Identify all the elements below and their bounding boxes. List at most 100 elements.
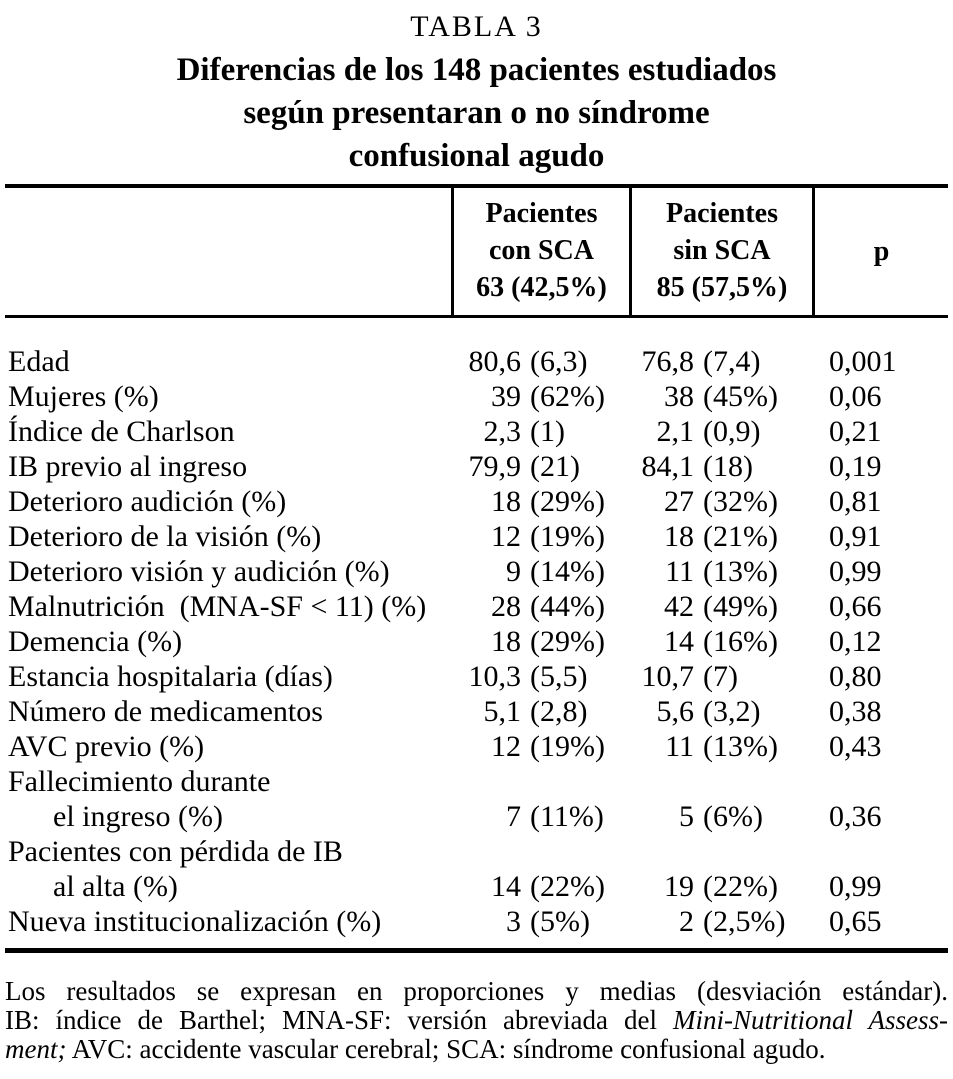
table-body: Edad 80,6 (6,3) 76,8 (7,4) 0,001 Mujeres (%) 39…: [5, 318, 948, 953]
value-con-sca-number: 10,3: [468, 660, 522, 693]
value-con-sca-paren: (5%): [530, 905, 590, 938]
table-row: Mujeres (%) 39 (62%) 38 (45%) 0,06: [5, 379, 948, 414]
value-p: 0,66: [829, 590, 882, 623]
header-cell-sin-sca: Pacientes sin SCA 85 (57,5%): [629, 188, 812, 315]
value-p: [813, 834, 948, 869]
value-sin-sca-paren: (7,4): [703, 345, 761, 378]
value-p: 0,80: [829, 660, 882, 693]
value-con-sca-number: 9: [506, 555, 521, 588]
table-title-line: según presentaran o no síndrome: [243, 95, 710, 131]
footnote-line: ment; AVC: accidente vascular cerebral; …: [5, 1035, 948, 1064]
value-con-sca-paren: [521, 834, 630, 869]
value-sin-sca-number: 11: [665, 555, 694, 588]
row-label: Nueva institucionalización (%): [8, 905, 382, 938]
value-p: 0,99: [829, 870, 882, 903]
header-cell-empty: [5, 188, 451, 315]
row-label: AVC previo (%): [8, 730, 205, 763]
value-p: 0,43: [829, 730, 882, 763]
header-line: Pacientes: [485, 198, 598, 229]
value-sin-sca-paren: (49%): [703, 590, 778, 623]
table-row: Deterioro visión y audición (%) 9 (14%) 11 (…: [5, 554, 948, 589]
value-sin-sca-number: 10,7: [641, 660, 695, 693]
value-sin-sca-number: 42: [664, 590, 694, 623]
table-row: AVC previo (%) 12 (19%) 11 (13%) 0,43: [5, 729, 948, 764]
row-label: Deterioro visión y audición (%): [8, 555, 390, 588]
table-header: Pacientes con SCA 63 (42,5%) Pacientes sin …: [5, 184, 948, 318]
value-p: 0,99: [829, 555, 882, 588]
table-row: Demencia (%) 18 (29%) 14 (16%) 0,12: [5, 624, 948, 659]
value-con-sca-number: 39: [491, 380, 521, 413]
table-row: Malnutrición (MNA-SF < 11) (%) 28 (44%) 42 (…: [5, 589, 948, 624]
value-sin-sca-number: [630, 834, 694, 869]
footnote-line: IB: índice de Barthel; MNA-SF: versión a…: [5, 1006, 948, 1035]
row-label: Índice de Charlson: [8, 415, 235, 448]
header-line: sin SCA: [673, 235, 771, 266]
value-p: 0,12: [829, 625, 882, 658]
row-label: Número de medicamentos: [8, 695, 323, 728]
header-line: 85 (57,5%): [656, 272, 788, 303]
value-con-sca-number: 5,1: [483, 695, 522, 728]
value-p: 0,38: [829, 695, 882, 728]
value-sin-sca-number: 2: [679, 905, 694, 938]
value-con-sca-number: 14: [491, 870, 521, 903]
value-con-sca-paren: (1): [530, 415, 565, 448]
header-line: con SCA: [488, 235, 594, 266]
table-row: Deterioro de la visión (%) 12 (19%) 18 (21%)…: [5, 519, 948, 554]
header-cell-con-sca: Pacientes con SCA 63 (42,5%): [451, 188, 629, 315]
value-sin-sca-paren: (6%): [703, 800, 763, 833]
table-title: Diferencias de los 148 pacientes estudia…: [5, 49, 948, 178]
row-label: Demencia (%): [8, 625, 183, 658]
row-label: Deterioro audición (%): [8, 485, 287, 518]
value-p: 0,91: [829, 520, 882, 553]
value-p: 0,81: [829, 485, 882, 518]
row-label: Edad: [8, 345, 70, 378]
value-p: [813, 764, 948, 799]
value-p: 0,65: [829, 905, 882, 938]
value-con-sca-paren: (62%): [530, 380, 605, 413]
value-sin-sca-number: 19: [664, 870, 694, 903]
value-con-sca-number: 3: [506, 905, 521, 938]
footnote-line: Los resultados se expresan en proporcion…: [5, 977, 948, 1006]
value-con-sca-paren: (29%): [530, 485, 605, 518]
value-sin-sca-number: 14: [664, 625, 694, 658]
table-row: Estancia hospitalaria (días) 10,3 (5,5) 10,…: [5, 659, 948, 694]
footnote-text-italic: ment;: [5, 1034, 67, 1064]
value-sin-sca-paren: (2,5%): [703, 905, 786, 938]
value-con-sca-paren: (29%): [530, 625, 605, 658]
table-title-line: confusional agudo: [348, 138, 605, 174]
value-sin-sca-number: 27: [664, 485, 694, 518]
header-cell-p: p: [812, 188, 948, 315]
value-sin-sca-paren: (18): [703, 450, 753, 483]
table-row: Deterioro audición (%) 18 (29%) 27 (32%) 0,81: [5, 484, 948, 519]
value-sin-sca-paren: (45%): [703, 380, 778, 413]
value-sin-sca-paren: (7): [703, 660, 738, 693]
header-line: Pacientes: [666, 198, 778, 229]
value-sin-sca-paren: (13%): [703, 555, 778, 588]
value-con-sca-paren: (19%): [530, 730, 605, 763]
value-sin-sca-paren: (3,2): [703, 695, 761, 728]
value-con-sca-paren: [521, 764, 630, 799]
value-con-sca-number: [451, 834, 521, 869]
table-row: el ingreso (%) 7 (11%) 5 (6%) 0,36: [5, 799, 948, 834]
value-con-sca-number: [451, 764, 521, 799]
value-sin-sca-number: 38: [664, 380, 694, 413]
footnote: Los resultados se expresan en proporcion…: [5, 977, 948, 1064]
value-sin-sca-number: 76,8: [641, 345, 695, 378]
row-label: Fallecimiento durante: [8, 765, 271, 798]
row-label: Malnutrición (MNA-SF < 11) (%): [8, 590, 427, 623]
value-sin-sca-number: 11: [665, 730, 694, 763]
table-row: Pacientes con pérdida de IB: [5, 834, 948, 869]
value-sin-sca-number: [630, 764, 694, 799]
table-row: Fallecimiento durante: [5, 764, 948, 799]
value-p: 0,19: [829, 450, 882, 483]
value-con-sca-number: 18: [491, 485, 521, 518]
row-label: al alta (%): [53, 870, 178, 903]
value-sin-sca-paren: (21%): [703, 520, 778, 553]
value-con-sca-paren: (21): [530, 450, 580, 483]
row-label: Estancia hospitalaria (días): [8, 660, 333, 693]
footnote-text: Los resultados se expresan en proporcion…: [5, 976, 948, 1006]
row-label: IB previo al ingreso: [8, 450, 248, 483]
value-con-sca-number: 12: [491, 520, 521, 553]
table-row: Nueva institucionalización (%) 3 (5%) 2 (2,5…: [5, 904, 948, 939]
value-sin-sca-paren: (22%): [703, 870, 778, 903]
